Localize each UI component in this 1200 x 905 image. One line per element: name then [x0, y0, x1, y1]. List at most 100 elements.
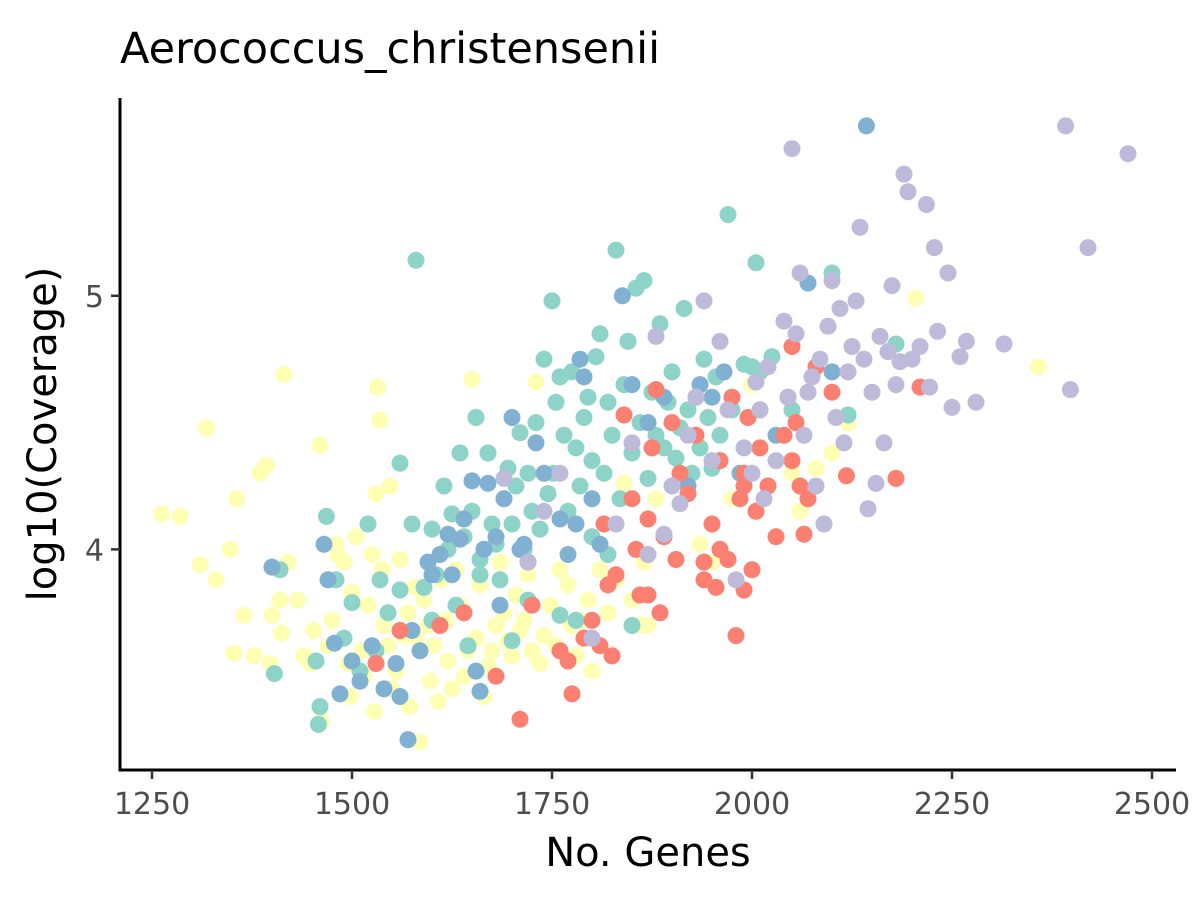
data-point	[391, 551, 409, 568]
data-point	[917, 196, 935, 213]
data-point	[307, 652, 325, 670]
data-point	[371, 411, 389, 429]
data-point	[1079, 239, 1097, 257]
data-point	[311, 698, 329, 716]
data-point	[429, 693, 447, 710]
data-point	[615, 406, 633, 424]
data-point	[1119, 145, 1137, 163]
data-point	[623, 434, 641, 452]
data-point	[639, 414, 657, 432]
data-point	[695, 553, 713, 571]
data-point	[699, 409, 717, 426]
data-point	[803, 368, 821, 386]
data-point	[679, 426, 697, 444]
data-point	[663, 363, 681, 381]
data-point	[503, 515, 521, 533]
data-point	[783, 452, 801, 470]
data-point	[599, 604, 617, 622]
data-point	[451, 530, 469, 548]
data-point	[875, 434, 893, 452]
data-point	[359, 596, 377, 614]
data-point	[305, 622, 323, 639]
data-point	[309, 715, 327, 733]
data-point	[639, 617, 657, 634]
data-point	[921, 378, 939, 396]
data-point	[519, 566, 537, 584]
y-axis-title: log10(Coverage)	[20, 267, 66, 602]
data-point	[575, 409, 593, 426]
data-point	[495, 469, 513, 487]
data-point	[667, 449, 685, 467]
data-point	[835, 434, 853, 452]
data-point	[735, 477, 753, 495]
data-point	[367, 485, 385, 503]
data-point	[603, 647, 621, 665]
data-point	[315, 535, 333, 553]
data-point	[911, 338, 929, 355]
data-point	[443, 680, 461, 698]
data-point	[839, 363, 857, 381]
data-point	[929, 322, 947, 340]
data-point	[671, 464, 689, 482]
data-point	[523, 502, 541, 520]
data-point	[695, 350, 713, 368]
data-point	[403, 622, 421, 639]
data-point	[787, 325, 805, 343]
data-point	[579, 388, 597, 406]
data-point	[719, 551, 737, 568]
data-point	[415, 578, 433, 596]
data-point	[851, 218, 869, 236]
data-point	[475, 540, 493, 558]
data-point	[515, 611, 533, 629]
data-point	[899, 183, 917, 201]
data-point	[559, 652, 577, 670]
data-point	[867, 474, 885, 492]
data-point	[837, 467, 855, 485]
data-point	[583, 490, 601, 508]
data-point	[607, 241, 625, 259]
data-point	[823, 383, 841, 401]
data-point	[263, 558, 281, 576]
data-point	[559, 546, 577, 563]
data-point	[799, 490, 817, 508]
data-point	[611, 490, 629, 508]
x-tick-label: 2500	[1114, 787, 1190, 822]
data-point	[567, 439, 585, 457]
data-point	[855, 350, 873, 368]
data-point	[823, 363, 841, 381]
data-point	[791, 502, 809, 520]
data-point	[289, 591, 307, 609]
data-point	[583, 611, 601, 629]
data-point	[527, 434, 545, 452]
data-point	[791, 264, 809, 282]
data-point	[191, 556, 209, 574]
data-point	[943, 398, 961, 416]
data-point	[443, 566, 461, 584]
data-point	[421, 672, 439, 690]
data-point	[591, 325, 609, 343]
data-point	[335, 553, 353, 571]
data-point	[407, 251, 425, 269]
data-point	[767, 528, 785, 546]
data-point	[387, 655, 405, 672]
data-point	[847, 292, 865, 310]
data-point	[759, 358, 777, 376]
data-point	[467, 409, 485, 426]
data-point	[319, 571, 337, 589]
data-point	[907, 289, 925, 307]
data-point	[747, 373, 765, 391]
data-point	[783, 140, 801, 158]
data-point	[995, 335, 1013, 353]
data-point	[807, 459, 825, 477]
data-point	[651, 604, 669, 622]
data-point	[491, 571, 509, 589]
data-point	[503, 632, 521, 650]
data-point	[719, 401, 737, 419]
data-point	[359, 515, 377, 533]
data-point	[431, 617, 449, 634]
data-point	[463, 472, 481, 490]
data-point	[815, 515, 833, 533]
data-point	[639, 546, 657, 563]
data-point	[171, 507, 189, 525]
data-point	[719, 206, 737, 224]
